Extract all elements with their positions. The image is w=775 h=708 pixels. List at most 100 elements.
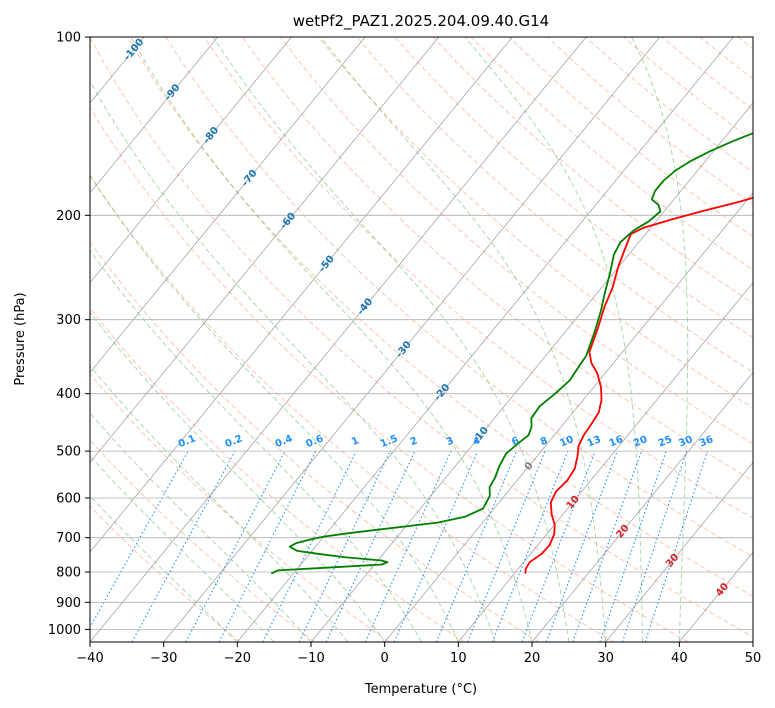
dry-adiabat-line (241, 37, 753, 482)
x-tick-label: −10 (297, 651, 324, 666)
mixing-ratio-line (218, 450, 317, 642)
x-tick-label: 20 (524, 651, 541, 666)
y-tick-label: 200 (56, 209, 81, 224)
dry-adiabat-line (280, 37, 753, 445)
mixing-ratio-label: 20 (632, 434, 649, 449)
plot-frame (89, 36, 754, 643)
y-tick-label: 1000 (48, 623, 81, 638)
isotherm-line (752, 641, 753, 642)
x-tick-label: 10 (450, 651, 467, 666)
mixing-ratio-label: 2 (409, 435, 420, 448)
dry-adiabat-line (356, 37, 753, 373)
moist-adiabat-line (464, 37, 643, 642)
mixing-ratio-line (621, 450, 688, 642)
mixing-ratio-line (262, 450, 357, 642)
x-tick-label: 50 (745, 651, 762, 666)
isotherm-line (90, 37, 219, 194)
isotherm-line (531, 371, 753, 642)
mixing-ratio-label: 0.6 (304, 433, 325, 450)
isotherm-line (457, 281, 753, 642)
dry-adiabat-line (394, 37, 753, 339)
dry-adiabat-line (547, 37, 753, 205)
mixing-ratio-label: 3 (445, 435, 456, 448)
isotherm-line (90, 37, 366, 374)
dry-adiabat-line (432, 37, 753, 304)
x-tick-label: 30 (597, 651, 614, 666)
mixing-ratio-label: 4 (471, 435, 482, 448)
isotherm-line (310, 102, 753, 642)
mixing-ratio-label: 25 (657, 434, 674, 449)
mixing-ratio-label: 36 (698, 434, 715, 449)
dry-adiabat-line (90, 307, 465, 642)
dry-adiabat-line (90, 373, 390, 642)
isotherm-line (163, 37, 661, 642)
mixing-ratio-line (185, 450, 286, 642)
dewpoint-profile-line (270, 132, 753, 575)
dry-adiabat-line (165, 37, 753, 558)
mixing-ratio-line (545, 450, 618, 642)
axes: −40 −30 −20 −10 0 10 20 30 40 5010020030040050060… (48, 31, 761, 667)
mixing-ratio-label: 16 (608, 434, 625, 449)
mixing-ratio-line (325, 450, 416, 642)
plot-background (90, 37, 753, 642)
profile-lines (270, 132, 753, 575)
mixing-ratio-label: 13 (586, 434, 603, 449)
moist-adiabat-line (90, 495, 238, 642)
y-axis-label: Pressure (hPa) (13, 292, 28, 385)
dry-adiabat-line (90, 241, 540, 642)
dry-adiabat-line (90, 439, 316, 642)
isotherm-line (384, 192, 753, 642)
x-tick-label: −30 (150, 651, 177, 666)
isotherm-line (678, 551, 753, 642)
moist-adiabat-line (90, 80, 496, 642)
temperature-profile-line (524, 196, 753, 574)
y-tick-label: 800 (56, 566, 81, 581)
y-tick-label: 300 (56, 313, 81, 328)
mixing-ratio-line (298, 450, 391, 642)
mixing-ratio-label: 10 (558, 434, 575, 449)
moist-adiabat-line (130, 37, 533, 642)
moist-adiabat-line (90, 249, 422, 642)
moist-adiabat-line (320, 37, 607, 642)
isopleth-labels: -100-90-80-70-60-50-40-30-20-10010203040… (122, 37, 731, 599)
mixing-ratio-label: 0.2 (224, 433, 245, 450)
mixing-ratio-line (466, 450, 546, 642)
y-tick-label: 400 (56, 387, 81, 402)
dry-adiabat-line (318, 37, 753, 409)
moist-adiabat-line (631, 37, 689, 642)
x-tick-label: −40 (76, 651, 103, 666)
x-tick-label: 40 (671, 651, 688, 666)
y-tick-label: 700 (56, 531, 81, 546)
mixing-ratio-line (572, 450, 643, 642)
mixing-ratio-label: 8 (539, 435, 550, 448)
isotherm-line (605, 461, 753, 642)
dry-adiabat-line (90, 106, 689, 642)
mixing-ratio-line (435, 450, 518, 642)
mixing-ratio-line (599, 450, 667, 642)
mixing-ratio-line (364, 450, 452, 642)
dry-adiabat-line (699, 37, 753, 80)
dry-adiabat-line (203, 37, 753, 519)
dry-adiabat-line (470, 37, 753, 271)
x-tick-label: 0 (381, 651, 389, 666)
isotherm-label: -100 (122, 37, 146, 63)
moist-adiabat-line (90, 174, 459, 642)
mixing-ratio-label: 0.1 (177, 433, 198, 450)
mixing-ratio-label: 6 (510, 435, 521, 448)
moist-adiabat-line (90, 311, 386, 642)
dry-adiabat-line (90, 174, 614, 642)
mixing-ratio-line (521, 450, 596, 642)
dry-adiabat-line (90, 505, 241, 642)
isotherm-line (236, 37, 734, 642)
mixing-ratio-line (393, 450, 479, 642)
isotherm-line (90, 37, 587, 642)
x-tick-label: −20 (224, 651, 251, 666)
chart-title: wetPf2_PAZ1.2025.204.09.40.G14 (293, 12, 549, 31)
mixing-ratio-line (90, 450, 189, 629)
dry-adiabat-line (127, 37, 753, 597)
mixing-ratio-line (131, 450, 236, 642)
x-axis-label: Temperature (°C) (364, 682, 477, 697)
isotherm-line (90, 37, 440, 463)
mixing-ratio-line (644, 450, 708, 642)
